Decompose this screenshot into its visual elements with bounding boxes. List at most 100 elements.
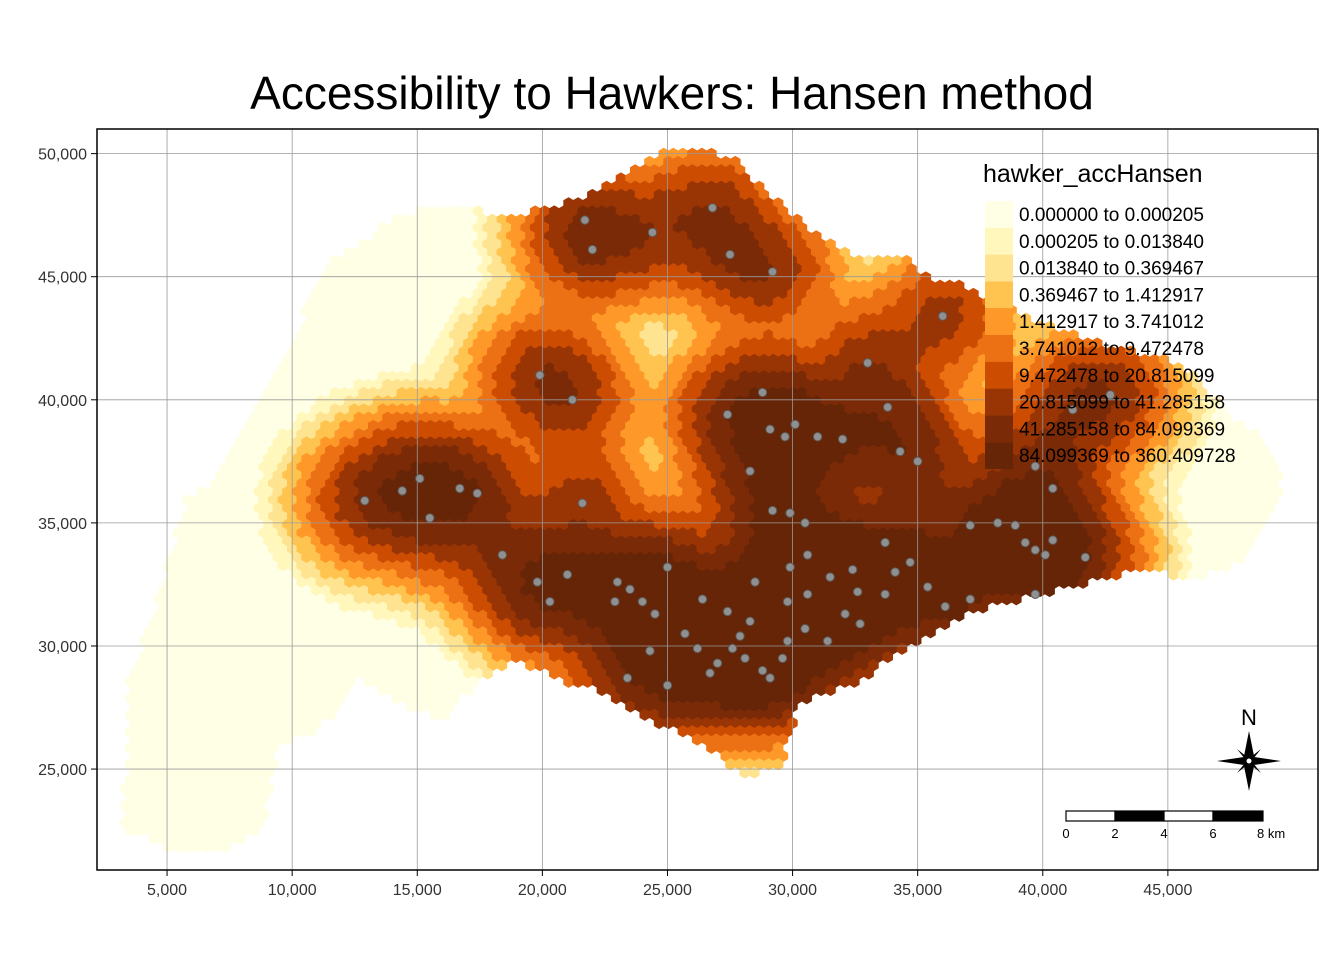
hex-cell — [972, 329, 984, 342]
hex-cell — [1087, 461, 1098, 474]
hex-cell — [715, 197, 727, 210]
hex-cell — [825, 353, 836, 367]
hex-cell — [663, 271, 674, 284]
hex-cell — [391, 428, 403, 441]
hex-cell — [772, 576, 784, 589]
hex-cell — [734, 444, 746, 457]
hex-cell — [820, 411, 831, 424]
hex-cell — [339, 370, 350, 383]
hex-cell — [310, 469, 322, 482]
hex-cell — [377, 403, 389, 416]
hex-cell — [634, 551, 646, 565]
hex-cell — [1015, 337, 1027, 350]
hex-cell — [763, 527, 774, 540]
hex-cell — [620, 395, 631, 408]
hex-cell — [682, 205, 693, 218]
hex-cell — [1015, 485, 1027, 499]
hex-cell — [606, 436, 617, 449]
hex-cell — [882, 551, 893, 565]
hex-cell — [720, 155, 731, 169]
hex-cell — [382, 461, 393, 474]
hex-cell — [644, 452, 655, 466]
hex-cell — [815, 353, 827, 367]
hex-cell — [639, 197, 650, 210]
hex-cell — [953, 494, 965, 507]
hex-cell — [1011, 593, 1022, 606]
hex-cell — [1258, 444, 1270, 457]
hex-cell — [901, 436, 912, 449]
hex-cell — [1163, 510, 1174, 523]
hex-cell — [477, 378, 489, 391]
hex-cell — [734, 543, 746, 556]
hex-cell — [749, 287, 760, 301]
hex-cell — [510, 568, 522, 581]
hex-cell — [320, 568, 331, 581]
hex-cell — [730, 205, 741, 218]
hex-cell — [1058, 510, 1070, 523]
hex-cell — [358, 584, 369, 598]
hex-cell — [796, 485, 808, 499]
hex-cell — [396, 370, 408, 383]
hex-cell — [639, 461, 650, 474]
hex-cell — [515, 345, 527, 358]
hex-cell — [896, 477, 908, 490]
hex-cell — [949, 452, 960, 466]
hex-cell — [763, 609, 774, 622]
hex-cell — [248, 411, 260, 424]
hex-cell — [649, 428, 660, 441]
hex-cell — [201, 576, 212, 589]
hex-cell — [510, 287, 522, 301]
hex-cell — [577, 452, 589, 466]
hex-cell — [639, 279, 650, 292]
hex-cell — [630, 213, 641, 226]
hex-cell — [1087, 494, 1098, 507]
hex-cell — [601, 395, 612, 408]
hex-cell — [229, 593, 241, 606]
hex-cell — [482, 370, 493, 383]
hex-cell — [920, 320, 932, 334]
hex-cell — [320, 386, 331, 400]
hex-cell — [439, 510, 450, 523]
hex-cell — [849, 494, 860, 507]
hex-cell — [630, 494, 641, 507]
hex-cell — [348, 271, 360, 284]
hex-cell — [577, 403, 589, 416]
hex-cell — [1049, 510, 1060, 523]
hex-cell — [268, 609, 279, 622]
hex-cell — [696, 213, 708, 226]
hex-cell — [382, 560, 393, 573]
hex-cell — [625, 205, 636, 218]
hex-cell — [1196, 518, 1208, 532]
hex-cell — [911, 485, 922, 499]
hex-cell — [1144, 543, 1155, 556]
hex-cell — [1053, 353, 1065, 367]
hex-cell — [491, 502, 503, 515]
hex-cell — [468, 312, 479, 325]
hex-cell — [639, 576, 650, 589]
hex-cell — [801, 246, 812, 259]
hex-cell — [1144, 560, 1155, 573]
hex-cell — [801, 494, 812, 507]
hex-cell — [577, 304, 589, 317]
hex-cell — [239, 527, 250, 540]
hex-cell — [477, 230, 489, 243]
hex-cell — [887, 329, 898, 342]
hex-cell — [734, 395, 746, 408]
hex-cell — [439, 263, 450, 276]
hex-cell — [258, 461, 269, 474]
hex-cell — [1158, 452, 1170, 466]
hex-cell — [477, 477, 489, 490]
hex-cell — [444, 254, 455, 268]
hex-cell — [601, 329, 612, 342]
hex-cell — [310, 353, 322, 367]
hex-cell — [868, 279, 879, 292]
hex-cell — [1068, 395, 1079, 408]
hex-cell — [482, 452, 493, 466]
hex-cell — [220, 593, 231, 606]
hex-cell — [406, 403, 417, 416]
hex-cell — [649, 180, 660, 193]
hex-cell — [320, 535, 331, 548]
hex-cell — [329, 370, 341, 383]
hex-cell — [606, 221, 617, 235]
